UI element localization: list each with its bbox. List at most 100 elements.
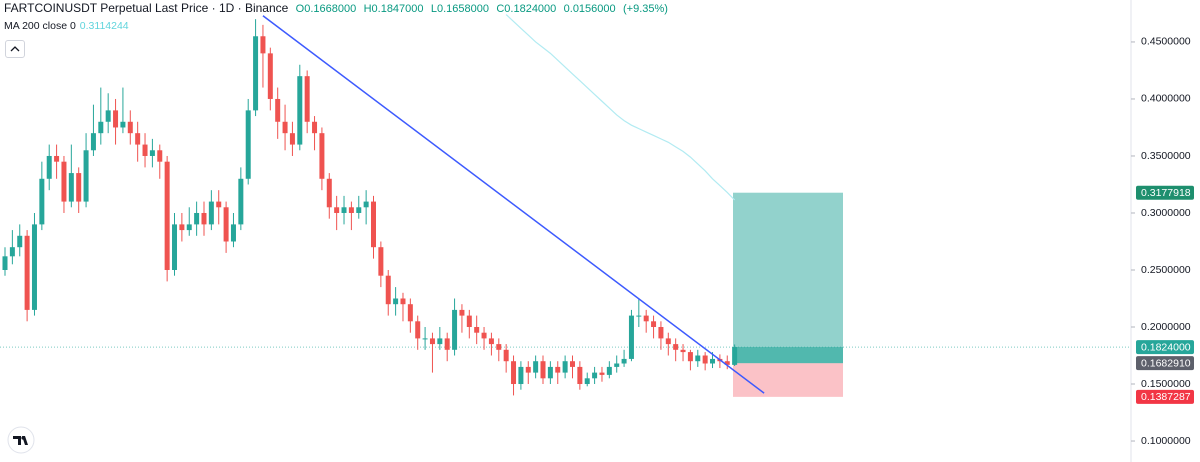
- candle-body: [533, 361, 539, 373]
- candle-body: [341, 207, 347, 213]
- ma-value: 0.3114244: [79, 20, 129, 32]
- candle-body: [415, 321, 421, 339]
- candle-body: [452, 309, 458, 350]
- candle-body: [201, 212, 207, 225]
- candle-body: [525, 366, 531, 373]
- y-tick-label: 0.3500000: [1141, 150, 1191, 162]
- candle-body: [120, 121, 126, 128]
- candle-body: [503, 349, 509, 362]
- ohlc-low: L0.1658000: [430, 3, 489, 15]
- candle-body: [194, 212, 200, 225]
- candle-body: [592, 372, 598, 379]
- candle-body: [267, 53, 273, 99]
- candle-body: [334, 207, 340, 213]
- candle-body: [208, 201, 214, 225]
- candle-body: [135, 133, 141, 145]
- ma-legend: MA 200 close 0 0.3114244: [4, 20, 129, 32]
- ohlc-change: 0.0156000: [563, 3, 616, 15]
- candle-body: [164, 161, 170, 270]
- candle-body: [289, 133, 295, 145]
- position-profit-zone: [733, 192, 843, 364]
- candle-body: [9, 247, 15, 257]
- candle-body: [371, 201, 376, 248]
- candle-body: [253, 36, 259, 111]
- candle-body: [673, 344, 679, 350]
- candle-body: [687, 352, 693, 362]
- header: FARTCOINUSDT Perpetual Last Price · 1D ·…: [4, 1, 672, 15]
- candle-body: [658, 327, 664, 339]
- candle-body: [98, 121, 104, 134]
- candle-body: [157, 150, 163, 162]
- y-tick-label: 0.1000000: [1141, 435, 1191, 447]
- candle-body: [606, 366, 612, 375]
- symbol-title: FARTCOINUSDT Perpetual Last Price · 1D ·…: [4, 1, 289, 15]
- candle-body: [378, 247, 384, 276]
- candle-body: [304, 76, 310, 122]
- candle-body: [348, 207, 354, 213]
- y-tick-label: 0.4500000: [1141, 36, 1191, 48]
- candle-body: [105, 110, 111, 122]
- candle-body: [518, 366, 524, 385]
- candle-body: [385, 275, 391, 305]
- y-tick-label: 0.2500000: [1141, 264, 1191, 276]
- candle-body: [356, 207, 362, 213]
- candle-body: [599, 372, 605, 375]
- candle-body: [628, 315, 634, 359]
- collapse-button[interactable]: [5, 40, 25, 58]
- candle-body: [429, 338, 435, 345]
- candle-body: [31, 224, 37, 310]
- candle-body: [407, 304, 413, 322]
- candle-body: [488, 338, 494, 345]
- ohlc-change-pct: (+9.35%): [622, 3, 668, 15]
- candle-body: [643, 315, 649, 322]
- candle-body: [230, 224, 236, 242]
- candle-body: [113, 110, 119, 128]
- candle-body: [179, 224, 185, 231]
- candle-body: [577, 366, 583, 385]
- candle-body: [444, 338, 450, 350]
- stop-price-label: 0.1387287: [1141, 391, 1191, 403]
- last-price-label-bg: [1136, 340, 1194, 355]
- candle-body: [393, 298, 399, 305]
- last-price-label: 0.1824000: [1141, 341, 1191, 353]
- candle-body: [275, 98, 281, 122]
- candle-body: [614, 363, 620, 367]
- ma-name: MA 200 close 0: [4, 20, 76, 32]
- candle-body: [459, 309, 465, 316]
- candle-body: [481, 332, 487, 339]
- candle-body: [83, 150, 89, 202]
- candle-body: [90, 133, 96, 151]
- candle-body: [282, 121, 288, 134]
- candle-body: [636, 315, 642, 317]
- candle-body: [61, 161, 67, 202]
- candle-body: [724, 361, 730, 365]
- candle-body: [54, 155, 60, 162]
- position-loss-zone: [733, 363, 843, 397]
- candle-body: [260, 36, 266, 54]
- candle-body: [363, 201, 369, 208]
- candle-body: [238, 178, 244, 225]
- candle-body: [172, 224, 178, 270]
- target-price-label-bg: [1136, 185, 1194, 200]
- entry-price-label: 0.1682910: [1141, 357, 1191, 369]
- y-tick-label: 0.3000000: [1141, 207, 1191, 219]
- candle-body: [621, 358, 627, 364]
- y-tick-label: 0.1500000: [1141, 378, 1191, 390]
- candle-body: [555, 366, 561, 373]
- candle-body: [68, 173, 74, 202]
- candle-body: [149, 150, 155, 156]
- candle-body: [422, 338, 428, 340]
- ohlc-close: C0.1824000: [496, 3, 557, 15]
- candle-body: [142, 144, 148, 156]
- candle-body: [710, 358, 716, 364]
- candle-body: [127, 121, 133, 134]
- candle-body: [569, 361, 575, 367]
- candle-body: [186, 224, 192, 231]
- tv-logo: [7, 426, 35, 454]
- candle-body: [24, 235, 30, 310]
- ohlc-open: O0.1668000: [295, 3, 357, 15]
- candle-body: [466, 315, 472, 328]
- candle-body: [437, 338, 443, 345]
